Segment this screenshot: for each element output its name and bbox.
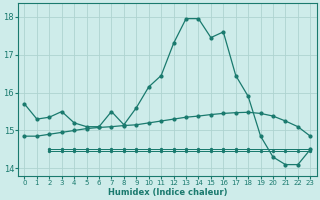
X-axis label: Humidex (Indice chaleur): Humidex (Indice chaleur): [108, 188, 227, 197]
